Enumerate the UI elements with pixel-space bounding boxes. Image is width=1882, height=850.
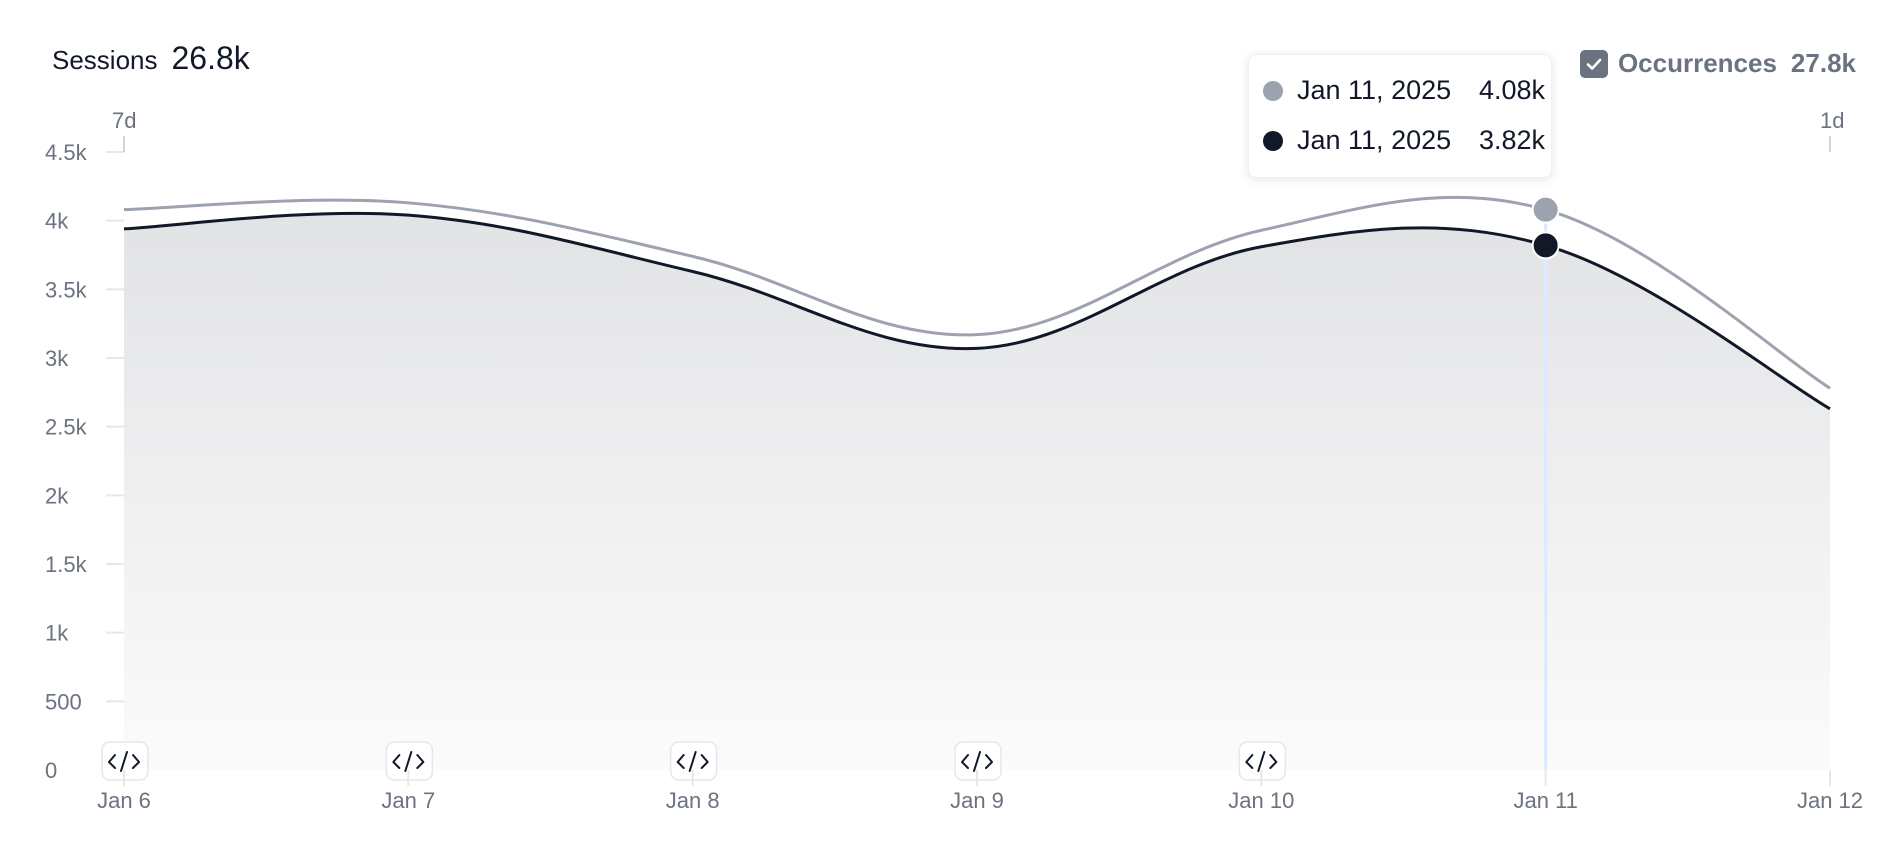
code-marker[interactable] (1238, 741, 1287, 781)
x-tick-label: Jan 12 (1797, 788, 1863, 813)
check-icon (1586, 58, 1602, 70)
code-icon (392, 751, 425, 772)
tooltip-row: Jan 11, 2025 3.82k (1263, 125, 1545, 156)
tooltip-row: Jan 11, 2025 4.08k (1263, 75, 1545, 106)
metric-title: Sessions (52, 45, 158, 75)
x-tick-label: Jan 8 (666, 788, 720, 813)
legend-label: Occurrences (1617, 48, 1777, 78)
x-tick-label: Jan 6 (97, 788, 151, 813)
code-icon (1245, 751, 1278, 772)
tooltip-series-dot (1263, 130, 1283, 151)
tooltip-value: 4.08k (1478, 75, 1545, 105)
highlight-point-light (1531, 195, 1560, 224)
y-tick-label: 1k (45, 621, 69, 646)
x-tick-label: Jan 11 (1513, 788, 1577, 813)
tooltip-value: 3.82k (1478, 125, 1545, 155)
y-tick-label: 4.5k (45, 140, 88, 165)
x-tick-label: Jan 9 (950, 788, 1004, 813)
tooltip-date: Jan 11, 2025 (1297, 75, 1452, 105)
code-marker[interactable] (385, 741, 434, 781)
range-label-end: 1d (1820, 108, 1844, 133)
y-tick-label: 2k (45, 483, 69, 508)
chart-header: Sessions 26.8k (52, 40, 250, 77)
x-tick-label: Jan 10 (1228, 788, 1294, 813)
legend-value: 27.8k (1790, 48, 1856, 78)
y-tick-label: 3.5k (45, 277, 88, 302)
code-icon (676, 751, 709, 772)
code-marker[interactable] (101, 741, 149, 781)
y-tick-label: 2.5k (45, 415, 88, 440)
tooltip-series-dot (1263, 80, 1283, 101)
hover-tooltip: Jan 11, 2025 4.08k Jan 11, 2025 3.82k (1248, 54, 1552, 178)
range-label-start: 7d (112, 108, 136, 133)
tooltip-date: Jan 11, 2025 (1297, 125, 1452, 155)
x-tick-label: Jan 7 (381, 788, 435, 813)
y-tick-label: 500 (45, 689, 82, 714)
metric-total: 26.8k (171, 40, 250, 76)
code-icon (961, 751, 993, 772)
y-tick-label: 4k (45, 209, 69, 234)
legend-occurrences[interactable]: Occurrences 27.8k (1579, 48, 1856, 79)
y-tick-label: 3k (45, 346, 69, 371)
y-tick-label: 0 (45, 758, 57, 783)
highlight-point-dark (1531, 231, 1560, 260)
code-icon (108, 751, 140, 772)
area-fill (124, 213, 1830, 770)
y-tick-label: 1.5k (45, 552, 88, 577)
legend-checkbox[interactable] (1579, 49, 1608, 78)
